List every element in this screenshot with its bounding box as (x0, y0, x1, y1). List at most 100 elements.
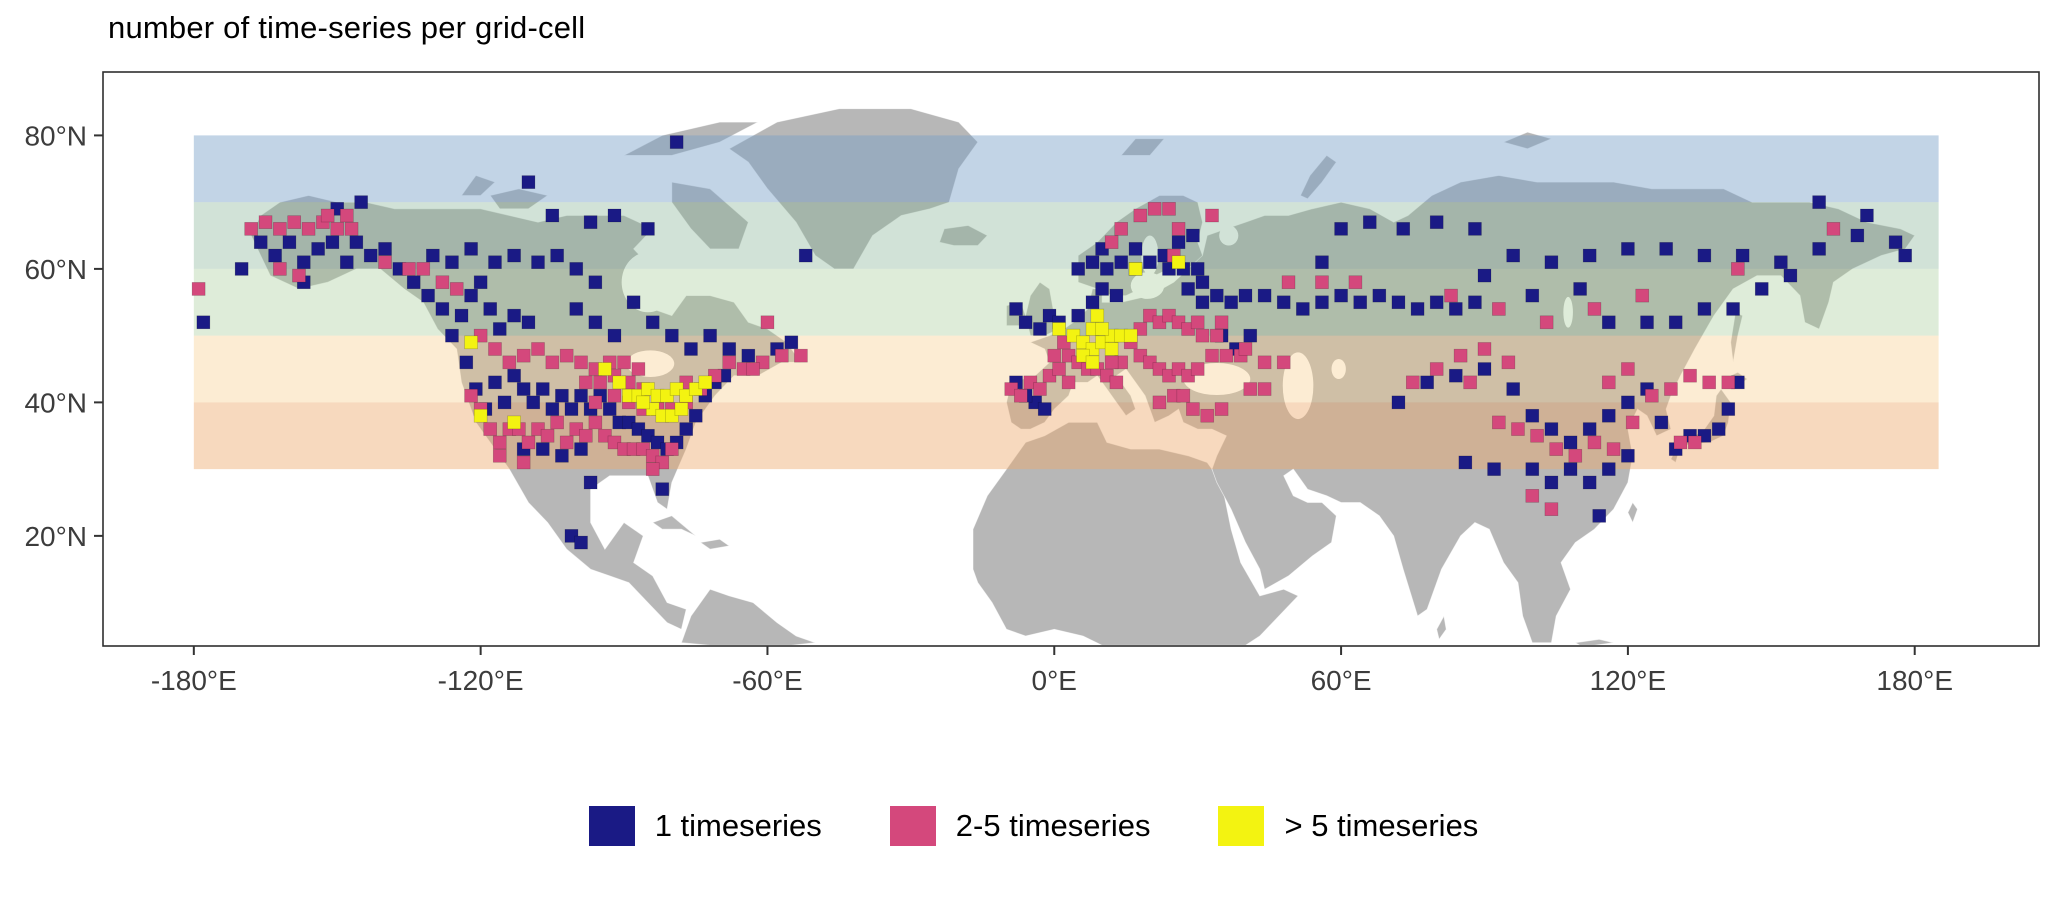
grid-cell-marker (1711, 422, 1726, 436)
grid-cell-marker (268, 248, 282, 263)
grid-cell-marker (1697, 302, 1712, 316)
grid-cell-marker (550, 415, 564, 430)
grid-cell-marker (545, 402, 560, 416)
grid-cell-marker (339, 255, 354, 270)
grid-cell-marker (526, 395, 541, 410)
grid-cell-marker (550, 248, 564, 263)
land-eurasia (1006, 175, 1916, 644)
grid-cell-marker (1205, 208, 1219, 223)
land-great-britain (1025, 281, 1060, 337)
grid-cell-marker (1721, 375, 1736, 390)
grid-cell-marker (1186, 402, 1200, 416)
grid-cell-marker (1276, 355, 1291, 370)
grid-cell-marker (1224, 295, 1238, 310)
grid-cell-markers (191, 135, 1912, 550)
grid-cell-marker (545, 355, 560, 370)
land-taiwan (1627, 501, 1638, 524)
grid-cell-marker (1721, 402, 1736, 416)
land-north-america (250, 195, 802, 630)
y-tick-label: 20°N (24, 521, 87, 552)
grid-cell-marker (1582, 475, 1597, 490)
grid-cell-marker (1683, 368, 1697, 383)
grid-cell-marker (798, 248, 813, 263)
grid-cell-marker (483, 422, 498, 436)
grid-cell-marker (1812, 242, 1826, 256)
grid-cell-marker (1449, 368, 1463, 383)
grid-cell-marker (535, 382, 550, 396)
grid-cell-marker (574, 355, 588, 370)
grid-cell-marker (521, 435, 536, 450)
grid-cell-marker (282, 235, 297, 249)
grid-cell-marker (1525, 408, 1540, 423)
grid-cell-marker (645, 315, 660, 330)
grid-cell-marker (402, 262, 416, 276)
grid-cell-marker (464, 288, 478, 303)
grid-cell-marker (645, 462, 660, 476)
grid-cell-marker (559, 435, 574, 450)
grid-cell-marker (1257, 355, 1272, 370)
grid-cell-marker (1477, 268, 1492, 283)
legend-label-2-5-timeseries: 2-5 timeseries (955, 808, 1151, 843)
grid-cell-marker (583, 475, 598, 490)
grid-cell-marker (617, 355, 631, 370)
grid-cell-marker (253, 235, 268, 249)
grid-cell-marker (1568, 448, 1583, 463)
grid-cell-marker (488, 342, 502, 356)
grid-cell-marker (1587, 302, 1602, 316)
grid-cell-marker (1774, 255, 1788, 270)
grid-cell-marker (1114, 255, 1128, 270)
grid-cell-marker (516, 348, 531, 363)
grid-cell-marker (1104, 342, 1119, 356)
grid-cell-marker (459, 355, 474, 370)
grid-cell-marker (1315, 275, 1329, 290)
grid-cell-marker (1195, 275, 1210, 290)
grid-cell-marker (1525, 462, 1540, 476)
grid-cell-marker (1243, 382, 1258, 396)
grid-cell-marker (445, 255, 459, 270)
grid-cell-marker (339, 208, 354, 223)
grid-cell-marker (1090, 308, 1105, 323)
grid-cell-marker (1582, 248, 1597, 263)
grid-cell-marker (1176, 388, 1191, 403)
grid-cell-marker (1501, 355, 1516, 370)
grid-cell-marker (1190, 262, 1205, 276)
grid-cell-marker (626, 295, 641, 310)
grid-cell-marker (1492, 302, 1506, 316)
grid-cell-marker (674, 402, 689, 416)
grid-cell-marker (344, 222, 359, 236)
legend: 1 timeseries 2-5 timeseries > 5 timeseri… (0, 806, 2067, 846)
grid-cell-marker (607, 388, 622, 403)
grid-cell-marker (1492, 415, 1506, 430)
grid-cell-marker (564, 402, 579, 416)
grid-cell-marker (1458, 455, 1473, 470)
grid-cell-marker (1214, 315, 1229, 330)
legend-swatch-gt-5-timeseries (1218, 806, 1265, 846)
grid-cell-marker (703, 328, 717, 343)
grid-cell-marker (1477, 362, 1492, 376)
grid-cell-marker (1353, 295, 1368, 310)
grid-cell-marker (1673, 435, 1688, 450)
grid-cell-marker (679, 422, 693, 436)
grid-cell-marker (688, 408, 703, 423)
grid-cell-marker (1888, 235, 1903, 249)
grid-cell-marker (1702, 375, 1716, 390)
grid-cell-marker (1587, 435, 1602, 450)
grid-cell-marker (607, 208, 622, 223)
grid-cell-marker (1162, 202, 1176, 216)
grid-cell-marker (588, 415, 603, 430)
grid-cell-marker (669, 135, 684, 149)
grid-cell-marker (1128, 242, 1143, 256)
grid-cell-marker (774, 348, 789, 363)
grid-cell-marker (234, 262, 249, 276)
grid-cell-marker (488, 255, 502, 270)
grid-cell-marker (636, 395, 650, 410)
grid-cell-marker (1243, 328, 1258, 343)
grid-cell-marker (612, 375, 627, 390)
grid-cell-marker (1143, 255, 1157, 270)
grid-cell-marker (473, 275, 488, 290)
grid-cell-marker (435, 302, 450, 316)
grid-cell-marker (641, 222, 655, 236)
grid-cell-marker (1095, 322, 1109, 336)
grid-cell-marker (1654, 415, 1669, 430)
grid-cell-marker (492, 448, 507, 463)
